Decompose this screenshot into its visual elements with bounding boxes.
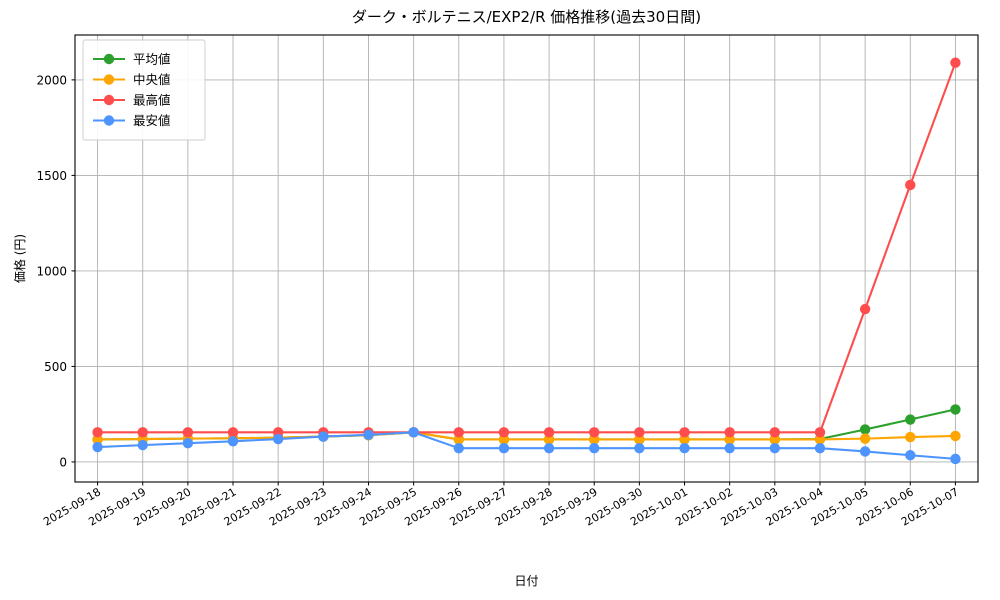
data-point — [453, 427, 464, 438]
data-point — [589, 442, 600, 454]
data-point — [498, 442, 510, 454]
data-point — [814, 427, 826, 438]
series-3 — [92, 57, 961, 438]
data-point — [905, 431, 916, 443]
data-point — [724, 427, 735, 438]
legend-marker — [103, 94, 115, 106]
legend-label: 最高値 — [133, 93, 171, 108]
data-point — [498, 427, 510, 438]
data-point — [543, 427, 555, 438]
data-point — [859, 446, 871, 457]
y-tick-label: 2000 — [36, 73, 67, 87]
data-point — [905, 414, 916, 425]
data-point — [724, 442, 735, 454]
legend-marker — [103, 74, 115, 85]
y-tick-label: 1000 — [36, 264, 67, 278]
y-tick-label: 1500 — [36, 169, 67, 183]
data-point — [859, 433, 871, 444]
legend-label: 最安値 — [133, 113, 171, 128]
data-point — [950, 453, 961, 465]
plot-background — [75, 35, 978, 482]
data-point — [363, 429, 374, 441]
data-point — [859, 303, 871, 315]
grid-lines — [75, 35, 978, 482]
data-point — [634, 427, 645, 438]
y-tick-label: 500 — [44, 360, 67, 374]
data-point — [182, 438, 194, 449]
data-point — [453, 442, 464, 454]
data-point — [679, 427, 690, 438]
legend-label: 平均値 — [133, 52, 171, 67]
data-point — [543, 442, 555, 454]
data-point — [408, 427, 419, 438]
data-point — [92, 427, 103, 438]
data-point — [905, 450, 916, 461]
legend-marker — [103, 115, 115, 126]
x-axis-label: 日付 — [514, 574, 538, 588]
data-point — [227, 427, 239, 438]
y-tick-label: 0 — [59, 455, 67, 469]
data-point — [137, 427, 148, 438]
data-point — [859, 424, 871, 435]
data-point — [227, 436, 239, 447]
data-point — [769, 442, 781, 454]
data-point — [182, 427, 194, 438]
legend-label: 中央値 — [133, 72, 171, 87]
data-point — [905, 179, 916, 191]
data-point — [769, 427, 781, 438]
data-point — [634, 442, 645, 454]
data-point — [950, 404, 961, 415]
data-point — [950, 57, 961, 68]
series-4 — [92, 427, 961, 465]
chart-title: ダーク・ボルテニス/EXP2/R 価格推移(過去30日間) — [352, 8, 701, 26]
series-line — [96, 61, 957, 434]
data-point — [814, 442, 826, 454]
data-point — [92, 441, 103, 453]
data-point — [589, 427, 600, 438]
data-point — [950, 430, 961, 442]
axis-spines — [74, 34, 979, 483]
data-point — [318, 431, 329, 442]
legend-marker — [103, 53, 115, 65]
series-line — [96, 431, 957, 441]
y-axis-ticks: 0 500 1000 1500 2000 — [36, 73, 75, 469]
series-line — [96, 431, 957, 460]
y-axis-label: 価格 (円) — [12, 234, 27, 283]
data-point — [272, 433, 284, 445]
data-point — [679, 442, 690, 454]
data-series — [92, 57, 961, 465]
data-point — [137, 439, 148, 451]
